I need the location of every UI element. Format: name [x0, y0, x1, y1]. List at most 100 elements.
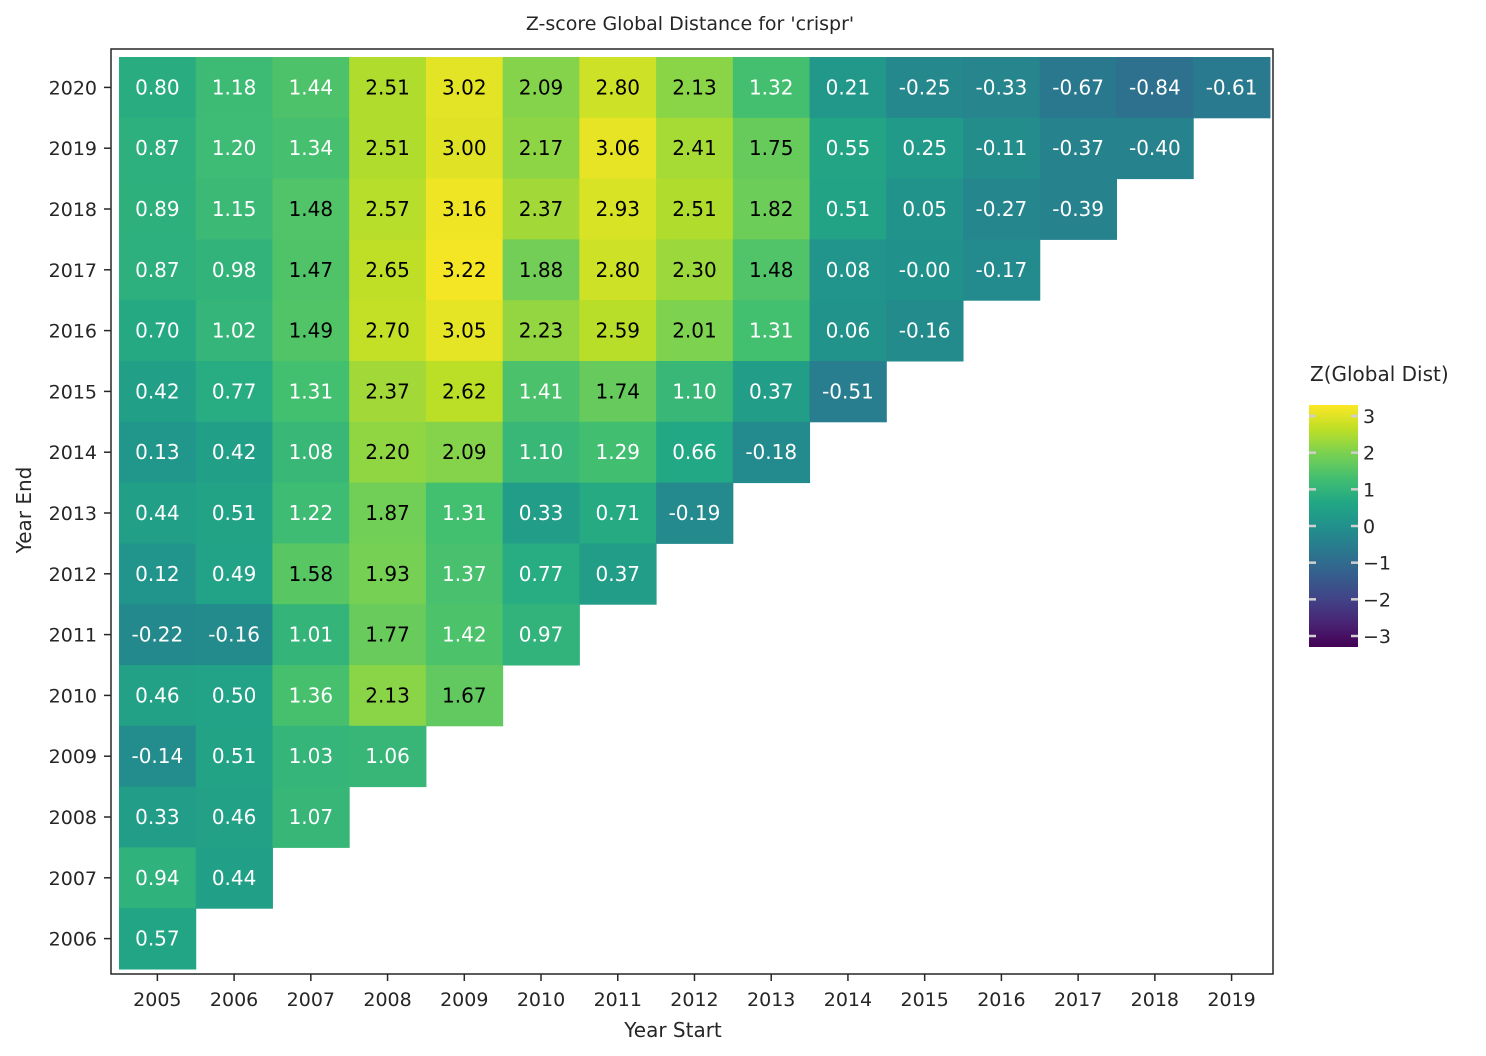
heatmap-cell: [502, 604, 580, 666]
heatmap-cell: [579, 482, 657, 544]
heatmap-cell: [963, 57, 1041, 119]
heatmap-cell: [963, 178, 1041, 240]
cell-value-label: 0.05: [902, 197, 947, 221]
heatmap-cell: [886, 117, 964, 180]
cell-value-label: 1.58: [289, 562, 334, 586]
cell-value-label: 1.67: [442, 683, 487, 707]
heatmap-cell: [425, 604, 504, 666]
cell-value-label: 2.20: [365, 440, 410, 464]
cell-value-label: 1.93: [365, 562, 410, 586]
heatmap-cell: [579, 239, 657, 301]
heatmap-cell: [349, 57, 427, 119]
heatmap-cell: [425, 178, 504, 240]
cell-value-label: 0.33: [135, 805, 180, 829]
colorbar-tick-label: 1: [1363, 479, 1375, 501]
cell-value-label: 2.70: [365, 319, 410, 343]
heatmap-cell: [349, 361, 427, 423]
heatmap-cell: [732, 57, 811, 119]
cell-value-label: 1.48: [749, 258, 794, 282]
cell-value-label: -0.22: [131, 623, 183, 647]
heatmap-cell: [349, 482, 427, 544]
heatmap-cell: [963, 117, 1041, 180]
x-tick-label: 2007: [287, 989, 335, 1011]
heatmap-cell: [1039, 117, 1117, 180]
cell-value-label: 1.02: [212, 319, 257, 343]
cell-value-label: 0.51: [212, 744, 257, 768]
y-tick-label: 2016: [49, 321, 97, 343]
cell-value-label: -0.33: [976, 75, 1028, 99]
heatmap-cell: [195, 117, 273, 180]
heatmap-cell: [119, 239, 197, 301]
heatmap-cell: [349, 117, 427, 180]
cell-value-label: 1.31: [749, 319, 794, 343]
cell-value-label: 2.30: [672, 258, 717, 282]
cell-value-label: 3.22: [442, 258, 487, 282]
heatmap-cell: [349, 178, 427, 240]
cell-value-label: 3.00: [442, 136, 487, 160]
heatmap-cell: [349, 239, 427, 301]
heatmap-cell: [119, 57, 197, 119]
heatmap-cell: [809, 57, 887, 119]
cell-value-label: 3.02: [442, 75, 487, 99]
cell-value-label: -0.27: [976, 197, 1028, 221]
heatmap-cell: [195, 239, 273, 301]
heatmap-cell: [272, 117, 350, 180]
heatmap-cell: [272, 421, 350, 484]
cell-value-label: 2.62: [442, 379, 487, 403]
cell-value-label: 0.06: [826, 319, 871, 343]
cell-value-label: -0.40: [1129, 136, 1181, 160]
cell-value-label: 0.42: [135, 379, 180, 403]
colorbar-tick-label: 3: [1363, 406, 1375, 428]
heatmap-cell: [886, 239, 964, 301]
cell-value-label: 1.29: [595, 440, 640, 464]
y-tick-label: 2009: [49, 746, 97, 768]
x-tick-label: 2009: [440, 989, 488, 1011]
heatmap-cell: [425, 665, 504, 727]
cell-value-label: 2.51: [365, 136, 410, 160]
cell-value-label: -0.00: [899, 258, 951, 282]
y-tick-label: 2010: [49, 685, 97, 707]
cell-value-label: -0.16: [899, 319, 951, 343]
cell-value-label: 1.07: [289, 805, 334, 829]
heatmap-cell: [656, 178, 734, 240]
heatmap-cell: [349, 300, 427, 362]
cell-value-label: 0.08: [826, 258, 871, 282]
cell-value-label: -0.18: [745, 440, 797, 464]
colorbar-title: Z(Global Dist): [1310, 362, 1449, 386]
cell-value-label: 0.51: [212, 501, 257, 525]
heatmap-cell: [656, 482, 734, 544]
heatmap-cell: [502, 361, 580, 423]
heatmap-cell: [809, 239, 887, 301]
cell-value-label: 0.50: [212, 683, 257, 707]
heatmap-cell: [195, 543, 273, 605]
heatmap-cell: [272, 482, 350, 544]
heatmap-cell: [579, 361, 657, 423]
cell-value-label: 2.41: [672, 136, 717, 160]
y-tick-label: 2018: [49, 199, 97, 221]
cell-value-label: 2.23: [519, 319, 564, 343]
y-tick-label: 2015: [49, 381, 97, 403]
heatmap-cells: 0.80 1.18 1.44 2.51 3.02 2.09 2.80 2.13 1.32 0.21…: [119, 57, 1271, 970]
cell-value-label: 2.57: [365, 197, 410, 221]
heatmap-cell: [1116, 57, 1194, 119]
heatmap-cell: [195, 300, 273, 362]
heatmap-cell: [119, 665, 197, 727]
heatmap-cell: [272, 543, 350, 605]
cell-value-label: -0.14: [131, 744, 183, 768]
cell-value-label: -0.17: [976, 258, 1028, 282]
colorbar-gradient: [1309, 405, 1358, 647]
cell-value-label: 2.09: [519, 75, 564, 99]
cell-value-label: 0.44: [135, 501, 180, 525]
cell-value-label: 3.06: [595, 136, 640, 160]
heatmap-cell: [1039, 178, 1117, 240]
heatmap-cell: [349, 543, 427, 605]
heatmap-cell: [809, 300, 887, 362]
y-axis-label: Year End: [12, 467, 36, 555]
heatmap-cell: [1039, 57, 1117, 119]
cell-value-label: 2.51: [365, 75, 410, 99]
cell-value-label: 2.13: [672, 75, 717, 99]
heatmap-cell: [502, 239, 580, 301]
heatmap-cell: [272, 361, 350, 423]
cell-value-label: 1.41: [519, 379, 564, 403]
